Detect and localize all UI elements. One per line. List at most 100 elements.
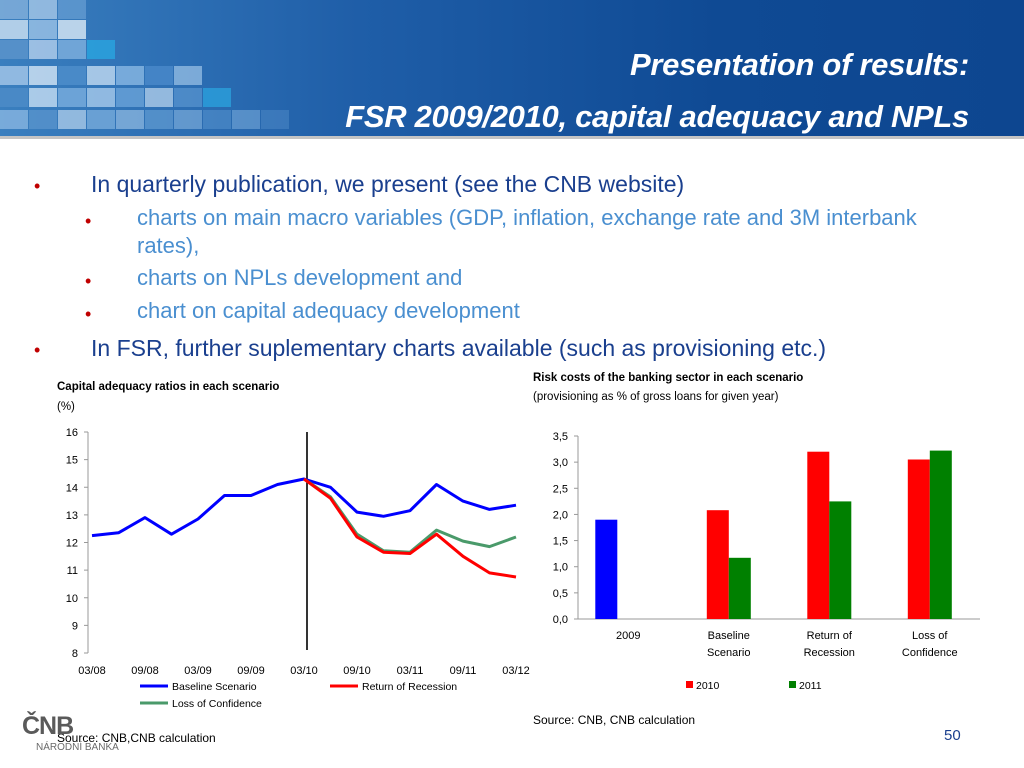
sub-bullet-npls: charts on NPLs development and bbox=[137, 265, 463, 290]
x-tick-label: 03/09 bbox=[184, 665, 212, 677]
bullet-marker: • bbox=[85, 304, 92, 324]
x-tick-label: 09/11 bbox=[450, 665, 477, 677]
bar-chart-source: Source: CNB, CNB calculation bbox=[533, 713, 696, 727]
mosaic-tile bbox=[58, 40, 86, 59]
mosaic-tile bbox=[0, 0, 28, 19]
mosaic-tile bbox=[58, 20, 86, 39]
y-tick-label: 16 bbox=[66, 427, 78, 439]
bar-y-tick-label: 3,0 bbox=[553, 457, 568, 469]
mosaic-tile bbox=[116, 110, 144, 129]
y-tick-label: 10 bbox=[66, 593, 78, 605]
bar-2011 bbox=[829, 501, 852, 619]
legend-label: Loss of Confidence bbox=[172, 698, 262, 710]
line-chart-subtitle: (%) bbox=[57, 401, 75, 413]
bullet-marker: • bbox=[34, 176, 41, 196]
mosaic-tile bbox=[87, 40, 115, 59]
bar-category-label: 2009 bbox=[616, 630, 640, 642]
line-chart-source: Source: CNB,CNB calculation bbox=[57, 731, 216, 745]
bar-category-label: Return of bbox=[807, 630, 853, 642]
mosaic-tile bbox=[261, 110, 289, 129]
legend-label: Return of Recession bbox=[362, 681, 457, 693]
x-tick-label: 09/09 bbox=[237, 665, 265, 677]
bar-y-tick-label: 2,5 bbox=[553, 483, 568, 495]
header-divider bbox=[0, 136, 1024, 139]
y-tick-label: 8 bbox=[72, 648, 78, 660]
logo-text: NÁRODNÍ BANKA bbox=[36, 742, 119, 753]
bar-2011 bbox=[929, 450, 952, 619]
mosaic-tile bbox=[0, 40, 28, 59]
mosaic-tile bbox=[203, 88, 231, 107]
mosaic-tile bbox=[145, 110, 173, 129]
logo-mark: ČNB bbox=[22, 712, 74, 740]
y-tick-label: 13 bbox=[66, 510, 78, 522]
bar-legend-swatch bbox=[686, 681, 693, 688]
mosaic-tile bbox=[232, 110, 260, 129]
mosaic-tile bbox=[174, 66, 202, 85]
mosaic-tile bbox=[29, 88, 57, 107]
y-tick-label: 15 bbox=[66, 455, 78, 467]
mosaic-tile bbox=[29, 0, 57, 19]
mosaic-tile bbox=[0, 110, 28, 129]
page-title-line2: FSR 2009/2010, capital adequacy and NPLs bbox=[345, 99, 969, 134]
x-tick-label: 03/10 bbox=[290, 665, 318, 677]
header-banner: Presentation of results: FSR 2009/2010, … bbox=[0, 0, 1024, 137]
mosaic-tile bbox=[87, 110, 115, 129]
bullet-marker: • bbox=[34, 340, 41, 360]
mosaic-tile bbox=[87, 66, 115, 85]
bar-2010 bbox=[807, 451, 830, 619]
bar-legend-swatch bbox=[789, 681, 796, 688]
bar-y-tick-label: 0,5 bbox=[553, 588, 568, 600]
mosaic-tile bbox=[58, 110, 86, 129]
mosaic-tile bbox=[87, 88, 115, 107]
y-tick-label: 14 bbox=[66, 482, 78, 494]
mosaic-tile bbox=[29, 20, 57, 39]
bar-2010 bbox=[907, 459, 930, 619]
mosaic-tile bbox=[29, 110, 57, 129]
bar-y-tick-label: 1,5 bbox=[553, 536, 568, 548]
bar-legend-label: 2010 bbox=[696, 680, 720, 692]
sub-bullet-macro-line2: rates), bbox=[137, 233, 200, 258]
mosaic-tile bbox=[58, 88, 86, 107]
bar-category-label: Loss of bbox=[912, 630, 948, 642]
sub-bullet-macro-line1: charts on main macro variables (GDP, inf… bbox=[137, 205, 917, 230]
y-tick-label: 12 bbox=[66, 538, 78, 550]
bar-y-tick-label: 3,5 bbox=[553, 431, 568, 443]
bar-2010 bbox=[706, 510, 729, 619]
mosaic-tile bbox=[116, 88, 144, 107]
bar-category-label: Recession bbox=[804, 647, 855, 659]
mosaic-tile bbox=[0, 88, 28, 107]
x-tick-label: 09/08 bbox=[131, 665, 159, 677]
bar-y-tick-label: 1,0 bbox=[553, 562, 568, 574]
bullet-marker: • bbox=[85, 211, 92, 231]
bar-category-label: Scenario bbox=[707, 647, 750, 659]
y-tick-label: 11 bbox=[67, 565, 78, 577]
page-number: 50 bbox=[944, 727, 961, 744]
bar-2009 bbox=[595, 519, 618, 619]
mosaic-tile bbox=[203, 110, 231, 129]
x-tick-label: 09/10 bbox=[343, 665, 371, 677]
y-tick-label: 9 bbox=[72, 620, 78, 632]
mosaic-tile bbox=[29, 40, 57, 59]
page-title-line1: Presentation of results: bbox=[629, 47, 969, 82]
mosaic-tile bbox=[58, 0, 86, 19]
bar-chart-subtitle: (provisioning as % of gross loans for gi… bbox=[533, 391, 779, 403]
x-tick-label: 03/08 bbox=[78, 665, 106, 677]
mosaic-tile bbox=[174, 110, 202, 129]
mosaic-tile bbox=[0, 66, 28, 85]
mosaic-tile bbox=[145, 88, 173, 107]
sub-bullet-capital: chart on capital adequacy development bbox=[137, 298, 520, 323]
mosaic-tile bbox=[58, 66, 86, 85]
mosaic-tile bbox=[174, 88, 202, 107]
series-line-return-of-recession bbox=[303, 477, 517, 579]
bar-legend-label: 2011 bbox=[799, 680, 822, 692]
legend-label: Baseline Scenario bbox=[172, 681, 257, 693]
bar-2011 bbox=[728, 557, 751, 619]
x-tick-label: 03/12 bbox=[502, 665, 530, 677]
bar-y-tick-label: 0,0 bbox=[553, 614, 568, 626]
bullet-quarterly: In quarterly publication, we present (se… bbox=[91, 171, 685, 197]
bar-chart-title: Risk costs of the banking sector in each… bbox=[533, 372, 804, 384]
cnb-logo: ČNB NÁRODNÍ BANKA bbox=[22, 712, 122, 757]
x-tick-label: 03/11 bbox=[397, 665, 424, 677]
